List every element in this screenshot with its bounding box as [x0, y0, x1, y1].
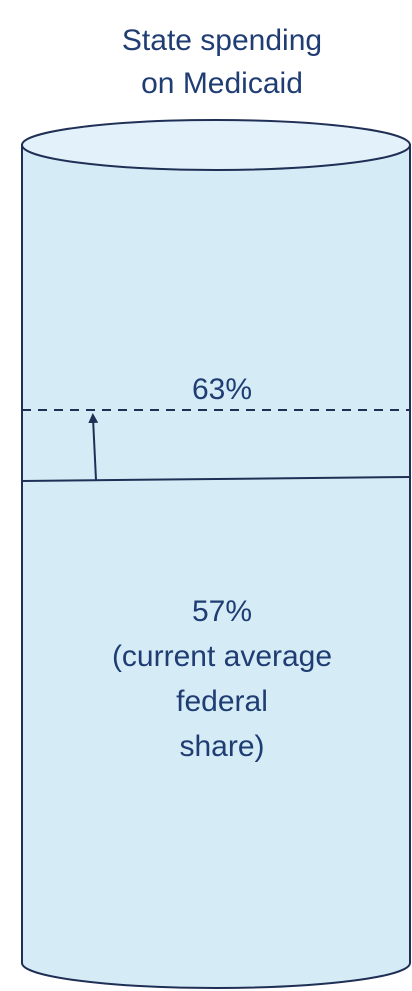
cylinder-body: [21, 144, 411, 989]
cylinder-top: [21, 119, 411, 171]
lower-label-line: 57%: [192, 595, 252, 628]
arrow: [88, 413, 99, 481]
title-line: State spending: [122, 24, 322, 57]
title-line: on Medicaid: [141, 67, 303, 100]
solid-level: [21, 476, 411, 482]
lower-label-line: federal: [176, 685, 268, 718]
upper-label: 63%: [192, 373, 252, 406]
lower-label-line: share): [179, 730, 264, 763]
lower-label-line: (current average: [112, 640, 332, 673]
